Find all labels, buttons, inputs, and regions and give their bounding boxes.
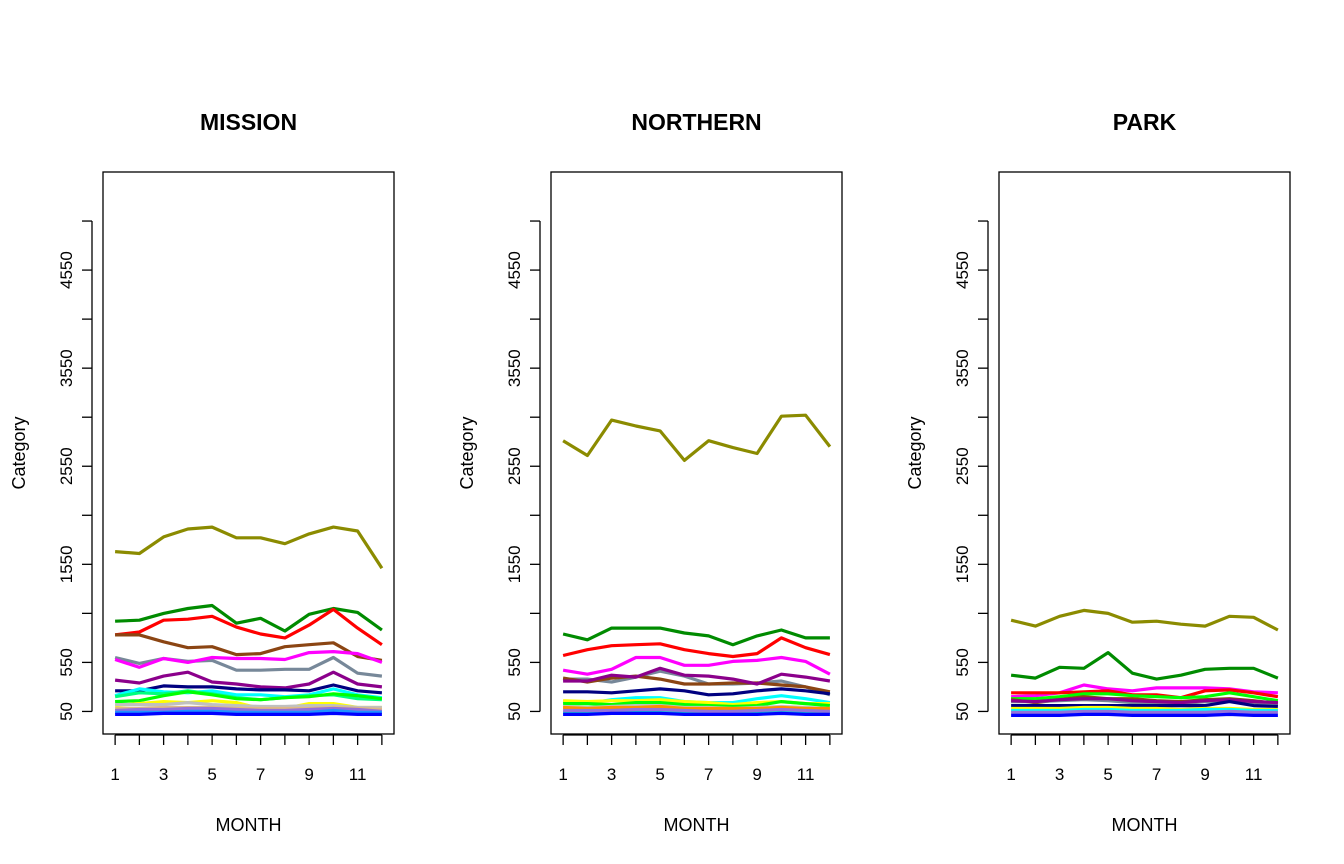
series-line-12 [115, 700, 382, 710]
x-tick-label: 7 [704, 765, 713, 784]
series-line-16 [115, 711, 382, 717]
x-tick-label: 1 [558, 765, 567, 784]
y-tick-label: 50 [57, 702, 76, 721]
series-line-6 [563, 666, 831, 686]
y-tick-label: 2550 [505, 447, 524, 485]
series-line-6 [114, 670, 383, 690]
chart-title-park: PARK [1113, 109, 1177, 135]
y-tick-label: 550 [953, 648, 972, 676]
series-line-1 [562, 626, 830, 647]
x-axis-label: MONTH [216, 815, 282, 835]
series-line-5 [562, 674, 831, 694]
series-line-12 [1011, 712, 1278, 718]
x-tick-label: 5 [207, 765, 216, 784]
series-line-8 [114, 687, 383, 700]
x-tick-label: 3 [159, 765, 168, 784]
chart-title-northern: NORTHERN [631, 109, 761, 135]
x-tick-label: 3 [607, 765, 616, 784]
x-tick-label: 5 [655, 765, 664, 784]
y-tick-label: 1550 [953, 545, 972, 583]
x-tick-label: 9 [304, 765, 313, 784]
y-tick-label: 4550 [505, 251, 524, 289]
series-line-7 [1011, 697, 1278, 705]
plot-frame [550, 171, 843, 735]
x-tick-label: 11 [349, 765, 367, 784]
series-line-3 [562, 655, 831, 676]
series-line-1 [115, 603, 383, 633]
y-tick-label: 2550 [57, 447, 76, 485]
y-tick-label: 3550 [505, 349, 524, 387]
series-line-2 [562, 636, 831, 659]
x-tick-label: 1 [110, 765, 119, 784]
series-line-14 [115, 706, 383, 713]
y-tick-label: 1550 [57, 545, 76, 583]
y-axis-label: Category [905, 416, 925, 489]
y-tick-label: 1550 [505, 545, 524, 583]
chart-title-mission: MISSION [200, 109, 297, 135]
x-tick-label: 9 [1200, 765, 1209, 784]
series-line-5 [114, 649, 383, 669]
panel-northern: NORTHERN 1 3 5 7 9 11 MONTH 50 550 1550 2550 3550 455… [457, 109, 843, 835]
y-tick-label: 4550 [57, 251, 76, 289]
plot-frame [998, 171, 1291, 735]
plot-frame [102, 171, 395, 735]
y-tick-label: 2550 [953, 447, 972, 485]
series-line-0 [562, 413, 832, 462]
y-tick-label: 3550 [953, 349, 972, 387]
series-line-8 [1011, 699, 1278, 709]
series-line-4 [563, 669, 831, 697]
x-tick-label: 1 [1006, 765, 1015, 784]
series-line-12 [563, 704, 830, 711]
panel-park: PARK 1 3 5 7 9 11 MONTH 50 550 1550 2550 3550 4550 Cat… [905, 109, 1291, 835]
x-tick-label: 9 [752, 765, 761, 784]
series-line-7 [563, 687, 831, 697]
series-line-1 [1010, 650, 1279, 681]
panel-mission: MISSION 1 3 5 7 9 11 MONTH 50 550 1550 2550 3550 4550… [9, 109, 395, 835]
x-tick-label: 7 [256, 765, 265, 784]
x-tick-label: 7 [1152, 765, 1161, 784]
series-line-10 [115, 690, 383, 704]
y-tick-label: 550 [57, 648, 76, 676]
y-axis-label: Category [9, 416, 29, 489]
y-tick-label: 50 [953, 702, 972, 721]
y-tick-label: 550 [505, 648, 524, 676]
y-axis-label: Category [457, 416, 477, 489]
series-line-10 [563, 699, 831, 709]
series-line-4 [1011, 691, 1279, 703]
series-line-14 [563, 707, 830, 714]
series-line-2 [114, 607, 383, 647]
series-line-7 [115, 683, 383, 695]
x-axis-label: MONTH [664, 815, 730, 835]
series-line-0 [1010, 608, 1279, 632]
x-tick-label: 3 [1055, 765, 1064, 784]
x-tick-label: 11 [797, 765, 815, 784]
series-line-10 [1011, 707, 1278, 713]
x-tick-label: 11 [1245, 765, 1263, 784]
y-tick-label: 50 [505, 702, 524, 721]
series-line-3 [115, 633, 383, 662]
y-tick-label: 3550 [57, 349, 76, 387]
y-tick-label: 4550 [953, 251, 972, 289]
x-tick-label: 5 [1103, 765, 1112, 784]
series-line-0 [114, 525, 384, 570]
x-axis-label: MONTH [1112, 815, 1178, 835]
series-line-11 [1011, 709, 1278, 715]
series-line-15 [563, 711, 830, 717]
